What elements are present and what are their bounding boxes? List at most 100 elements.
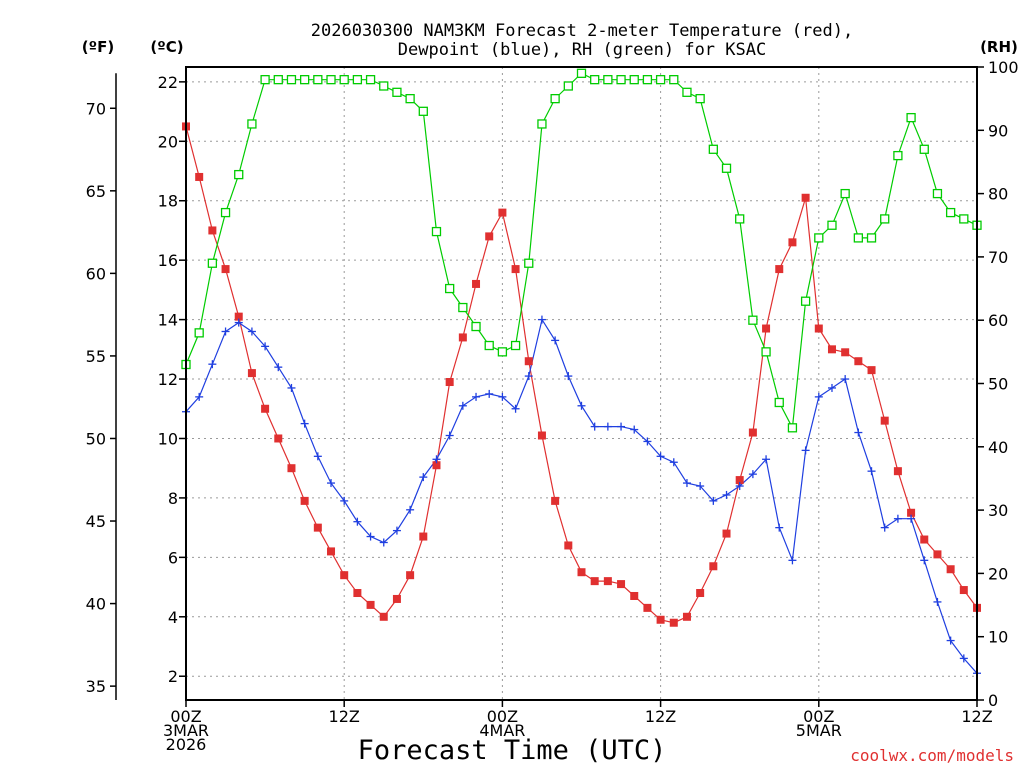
2-meter-temperature-point — [709, 562, 718, 571]
dewpoint-point — [327, 479, 336, 488]
x-axis-label: Forecast Time (UTC) — [358, 735, 667, 766]
dewpoint-point — [933, 597, 942, 606]
rh-point — [774, 397, 784, 408]
dewpoint-point — [485, 389, 494, 398]
dewpoint-point — [472, 392, 481, 401]
2-meter-temperature-point — [841, 348, 850, 357]
2-meter-temperature-point — [893, 467, 902, 476]
2-meter-temperature-point — [696, 589, 705, 598]
dewpoint-point — [537, 315, 546, 324]
dewpoint-point — [564, 372, 573, 381]
dewpoint-point — [801, 446, 810, 455]
dewpoint-point — [920, 556, 929, 565]
y-tick-label-rh: 70 — [988, 248, 1008, 267]
dewpoint-point — [392, 526, 401, 535]
dewpoint-point — [827, 383, 836, 392]
rh-point — [352, 75, 363, 85]
rh-point — [234, 169, 244, 180]
rh-point — [576, 68, 587, 78]
2-meter-temperature-point — [485, 232, 494, 241]
credit-link[interactable]: coolwx.com/models — [850, 746, 1014, 765]
2-meter-temperature-point — [287, 464, 296, 473]
dewpoint-point — [379, 538, 388, 547]
dewpoint-point — [867, 467, 876, 476]
grid-lines — [186, 67, 977, 700]
2-meter-temperature-point — [814, 324, 823, 333]
2-meter-temperature-point — [630, 591, 639, 600]
y-tick-label-f: 50 — [86, 429, 106, 448]
rh-point — [299, 75, 310, 85]
2-meter-temperature-point — [221, 265, 230, 274]
dewpoint-point — [735, 482, 744, 491]
x-tick-label: 4MAR — [479, 721, 525, 740]
2-meter-temperature-point — [551, 496, 560, 505]
2-meter-temperature-point — [590, 577, 599, 586]
dewpoint-point — [419, 473, 428, 482]
rh-point — [392, 87, 402, 97]
rh-point — [273, 75, 283, 85]
rh-point — [247, 119, 257, 129]
2-meter-temperature-point — [748, 428, 757, 437]
plot-frame — [185, 66, 978, 701]
rh-point — [445, 283, 455, 294]
y-tick-label-c: 4 — [168, 608, 178, 627]
y-tick-label-c: 16 — [158, 251, 178, 270]
2-meter-temperature-point — [379, 612, 388, 621]
rh-point — [405, 94, 415, 104]
2-meter-temperature-point — [577, 568, 586, 577]
y-tick-label-c: 22 — [158, 73, 178, 92]
rh-point — [880, 214, 890, 224]
dewpoint-point — [551, 336, 560, 345]
rh-point — [484, 340, 494, 351]
y-tick-label-c: 2 — [168, 667, 178, 686]
dewpoint-point — [261, 342, 270, 351]
2-meter-temperature-point — [406, 571, 415, 580]
2-meter-temperature-point — [419, 532, 428, 541]
dewpoint-point — [775, 523, 784, 532]
2-meter-temperature-point — [445, 378, 454, 387]
rh-point — [708, 144, 718, 154]
rh-point — [853, 233, 863, 243]
dewpoint-point — [498, 392, 507, 401]
chart-title-line: 2026030300 NAM3KM Forecast 2-meter Tempe… — [311, 21, 853, 41]
rh-point — [866, 233, 877, 243]
dewpoint-point — [287, 383, 296, 392]
y-tick-label-c: 6 — [168, 548, 178, 567]
rh-point — [590, 75, 600, 85]
chart-title: 2026030300 NAM3KM Forecast 2-meter Tempe… — [311, 21, 853, 60]
dewpoint-point — [458, 401, 467, 410]
2-meter-temperature-point — [537, 431, 546, 440]
rh-point — [326, 75, 336, 85]
2-meter-temperature-point — [801, 193, 810, 202]
2-meter-temperature-point — [946, 565, 955, 574]
dewpoint-point — [511, 404, 520, 413]
dewpoint-point — [353, 517, 362, 526]
y-tick-label-c: 12 — [158, 370, 178, 389]
fahrenheit-axis-unit: (ºF) — [82, 38, 114, 56]
rh-point — [800, 296, 811, 306]
x-tick-label: 5MAR — [796, 721, 842, 740]
y-tick-label-f: 65 — [86, 182, 106, 201]
rh-point — [787, 423, 798, 433]
x-tick-label: 12Z — [645, 707, 676, 726]
x-tick-label: 00Z — [170, 707, 201, 726]
dewpoint-point — [630, 425, 639, 434]
2-meter-temperature-point — [933, 550, 942, 559]
2-meter-temperature-point — [788, 238, 797, 247]
dewpoint-point — [234, 318, 243, 327]
series-lines — [185, 72, 978, 674]
y-tick-label-c: 14 — [158, 311, 178, 330]
dewpoint-point — [841, 375, 850, 384]
2-meter-temperature-point — [564, 541, 573, 550]
rh-point — [207, 258, 218, 268]
y-tick-label-c: 8 — [168, 489, 178, 508]
2-meter-temperature-point — [682, 612, 691, 621]
rh-point — [431, 226, 442, 237]
y-tick-label-f: 45 — [86, 512, 106, 531]
rh-point — [748, 315, 758, 325]
dewpoint-point — [669, 458, 678, 467]
rh-point — [365, 75, 376, 85]
2-meter-temperature-point — [208, 226, 217, 235]
dewpoint-point — [221, 327, 230, 336]
